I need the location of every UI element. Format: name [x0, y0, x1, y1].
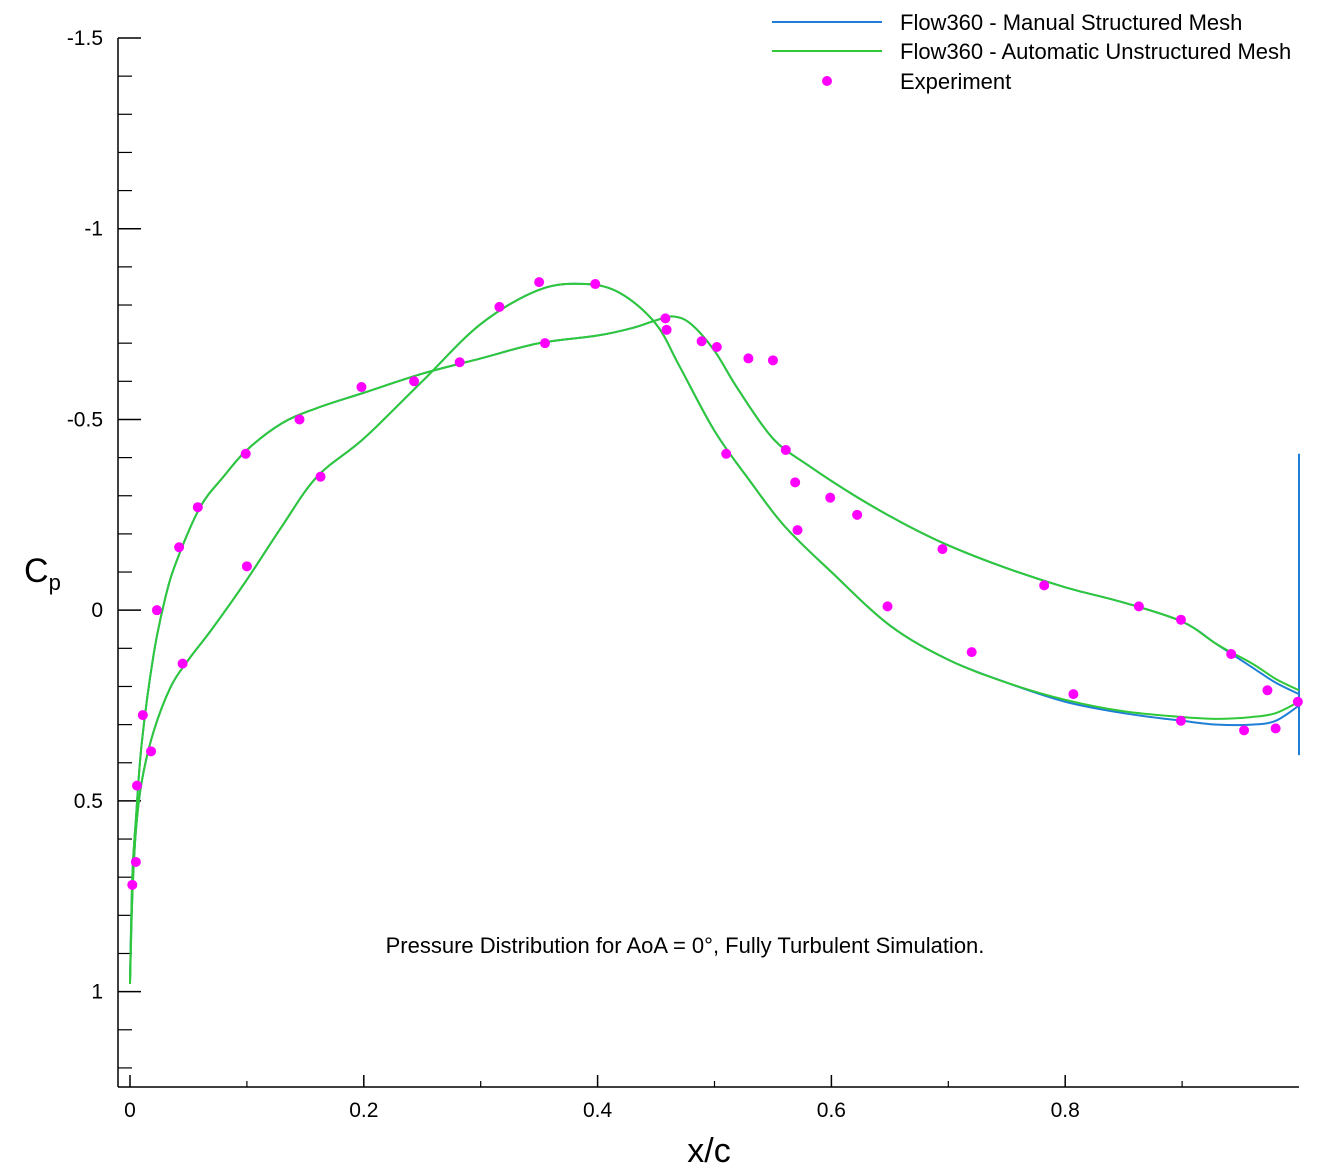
experiment-points	[127, 277, 1303, 890]
experiment-point	[711, 341, 722, 352]
series-curves	[129, 282, 1300, 985]
experiment-point	[1133, 601, 1144, 612]
legend: Flow360 - Manual Structured Mesh Flow360…	[772, 10, 1291, 94]
legend-label-experiment: Experiment	[900, 69, 1011, 94]
experiment-point	[151, 605, 162, 616]
legend-label-automatic-mesh: Flow360 - Automatic Unstructured Mesh	[900, 39, 1291, 64]
experiment-point	[966, 647, 977, 658]
x-tick-label: 0.6	[817, 1099, 846, 1122]
experiment-point	[590, 279, 601, 290]
series-1-curve-0	[129, 282, 1300, 985]
experiment-point	[315, 471, 326, 482]
experiment-point	[177, 658, 188, 669]
experiment-point	[721, 448, 732, 459]
y-axis-title: Cp	[24, 552, 61, 595]
y-tick-label: 0	[91, 599, 103, 622]
legend-marker-experiment	[822, 76, 832, 86]
experiment-point	[1039, 580, 1050, 591]
experiment-point	[852, 509, 863, 520]
experiment-point	[241, 561, 252, 572]
series-0-curve-0	[129, 282, 1300, 981]
y-tick-label: -1	[84, 218, 103, 241]
experiment-point	[1270, 723, 1281, 734]
x-tick-label: 0.2	[349, 1099, 378, 1122]
experiment-point	[494, 301, 505, 312]
ticks: 0 0.2 0.4 0.6 0.8 -1.5 -1 -0.5 0 0.5 1	[67, 27, 1183, 1122]
y-tick-label: -0.5	[67, 408, 103, 431]
y-axis-title-main: C	[24, 552, 49, 590]
experiment-point	[767, 355, 778, 366]
experiment-point	[780, 444, 791, 455]
experiment-point	[132, 780, 143, 791]
experiment-point	[127, 879, 138, 890]
x-tick-label: 0.4	[583, 1099, 613, 1122]
experiment-point	[539, 338, 550, 349]
experiment-point	[356, 382, 367, 393]
experiment-point	[1175, 614, 1186, 625]
experiment-point	[454, 357, 465, 368]
y-axis-title-subscript: p	[49, 570, 61, 595]
experiment-point	[825, 492, 836, 503]
axes	[117, 38, 1299, 1088]
experiment-point	[1226, 649, 1237, 660]
experiment-point	[792, 525, 803, 536]
experiment-point	[661, 324, 672, 335]
series-0-curve-1	[129, 315, 1300, 981]
experiment-point	[1292, 696, 1303, 707]
y-tick-label: -1.5	[67, 27, 103, 50]
experiment-point	[130, 856, 141, 867]
experiment-point	[790, 477, 801, 488]
experiment-point	[937, 544, 948, 555]
legend-label-manual-mesh: Flow360 - Manual Structured Mesh	[900, 10, 1242, 35]
experiment-point	[660, 313, 671, 324]
x-axis-title: x/c	[687, 1132, 730, 1170]
x-tick-label: 0.8	[1051, 1099, 1080, 1122]
experiment-point	[1239, 725, 1250, 736]
experiment-point	[1262, 685, 1273, 696]
experiment-point	[882, 601, 893, 612]
experiment-point	[409, 376, 420, 387]
experiment-point	[1175, 715, 1186, 726]
experiment-point	[534, 277, 545, 288]
experiment-point	[743, 353, 754, 364]
experiment-point	[192, 502, 203, 513]
experiment-point	[240, 448, 251, 459]
x-tick-label: 0	[124, 1099, 136, 1122]
y-tick-label: 1	[91, 981, 103, 1004]
experiment-point	[696, 336, 707, 347]
experiment-point	[294, 414, 305, 425]
experiment-point	[137, 710, 148, 721]
experiment-point	[146, 746, 157, 757]
experiment-point	[1068, 689, 1079, 700]
y-tick-label: 0.5	[74, 790, 103, 813]
series-1-curve-1	[129, 315, 1300, 985]
chart-annotation: Pressure Distribution for AoA = 0°, Full…	[386, 933, 985, 958]
experiment-point	[174, 542, 185, 553]
